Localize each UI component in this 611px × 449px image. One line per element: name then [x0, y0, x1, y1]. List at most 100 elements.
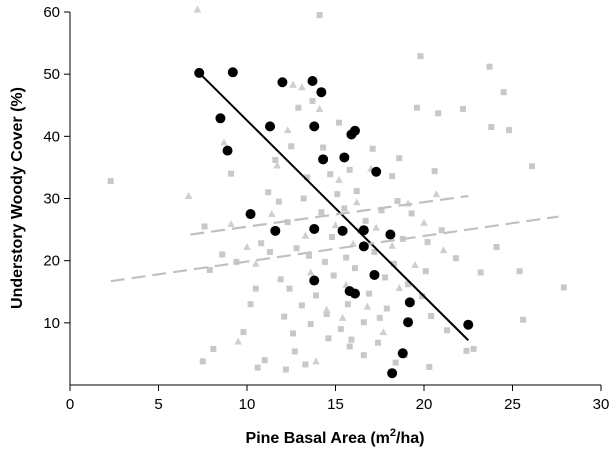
triangle-series — [184, 5, 448, 365]
square-point — [351, 265, 358, 272]
square-point — [428, 312, 435, 319]
square-point — [261, 357, 268, 364]
triangle-point — [243, 242, 251, 250]
circle-point — [349, 125, 360, 136]
circle-point — [337, 225, 348, 236]
square-point — [376, 314, 383, 321]
square-point — [378, 207, 385, 214]
square-point — [295, 104, 302, 111]
square-point — [330, 272, 337, 279]
square-point — [304, 174, 311, 181]
y-tick-label: 60 — [43, 4, 60, 21]
triangle-point — [322, 305, 331, 313]
square-point — [284, 219, 291, 226]
square-point — [233, 258, 240, 265]
circle-point — [222, 145, 233, 156]
x-tick-label: 25 — [504, 396, 521, 413]
square-point — [413, 104, 420, 111]
triangle-point — [372, 223, 381, 231]
square-point — [265, 189, 272, 196]
square-point — [228, 170, 235, 177]
square-point — [353, 188, 360, 195]
triangle-point — [267, 210, 276, 218]
square-point — [337, 326, 344, 333]
square-point — [252, 285, 259, 292]
triangle-point — [363, 302, 372, 310]
square-point — [390, 260, 397, 267]
triangle-point — [420, 218, 428, 226]
square-series — [107, 12, 567, 373]
square-point — [219, 251, 226, 258]
x-tick-label: 15 — [327, 396, 344, 413]
square-point — [426, 363, 433, 370]
triangle-point — [306, 268, 315, 276]
circle-point — [307, 76, 318, 87]
square-point — [316, 12, 323, 19]
triangle-point — [411, 261, 419, 269]
circle-point — [371, 166, 382, 177]
square-point — [258, 240, 265, 247]
x-tick-label: 30 — [593, 396, 610, 413]
square-point — [293, 245, 300, 252]
y-tick-label: 20 — [43, 253, 60, 270]
square-point — [286, 285, 293, 292]
y-tick-label: 10 — [43, 315, 60, 332]
square-point — [470, 345, 477, 352]
square-point — [435, 110, 442, 117]
square-point — [360, 352, 367, 359]
square-point — [394, 197, 401, 204]
circle-point — [227, 67, 238, 78]
square-point — [360, 319, 367, 326]
triangle-point — [184, 192, 193, 200]
square-point — [366, 290, 373, 297]
triangle-point — [193, 5, 202, 13]
circle-point — [309, 121, 320, 132]
trend-line-solid — [198, 72, 469, 341]
square-point — [341, 205, 348, 212]
square-point — [302, 361, 309, 368]
triangle-point — [283, 126, 292, 134]
square-point — [288, 143, 295, 150]
square-point — [336, 119, 343, 126]
circle-point — [349, 288, 360, 299]
square-point — [362, 217, 369, 224]
square-point — [290, 330, 297, 337]
square-point — [298, 302, 305, 309]
x-tick-label: 10 — [239, 396, 256, 413]
y-tick-label: 50 — [43, 66, 60, 83]
square-point — [300, 195, 307, 202]
y-axis-title: Understory Woody Cover (%) — [9, 87, 26, 309]
square-point — [444, 327, 451, 334]
triangle-point — [439, 246, 448, 254]
square-point — [327, 171, 334, 178]
square-point — [275, 198, 282, 205]
trend-line-dashed — [190, 194, 469, 236]
x-axis-title-main: Pine Basal Area (m — [246, 430, 390, 447]
triangle-point — [289, 80, 297, 88]
circle-series — [194, 67, 474, 379]
square-point — [320, 144, 327, 151]
square-point — [201, 223, 208, 230]
triangle-point — [273, 161, 281, 169]
square-point — [254, 364, 261, 371]
square-point — [438, 227, 445, 234]
square-point — [417, 53, 424, 60]
square-point — [392, 359, 399, 366]
square-point — [344, 301, 351, 308]
square-point — [493, 243, 500, 250]
square-point — [348, 336, 355, 343]
circle-point — [404, 297, 415, 308]
square-point — [452, 255, 459, 262]
square-point — [291, 348, 298, 355]
triangle-point — [220, 138, 228, 146]
circle-point — [318, 154, 329, 165]
square-point — [371, 248, 378, 255]
triangle-point — [342, 280, 350, 288]
square-point — [374, 339, 381, 346]
triangle-point — [335, 175, 343, 183]
square-point — [277, 276, 284, 283]
square-point — [389, 173, 396, 180]
square-point — [323, 311, 330, 318]
square-point — [500, 89, 507, 96]
